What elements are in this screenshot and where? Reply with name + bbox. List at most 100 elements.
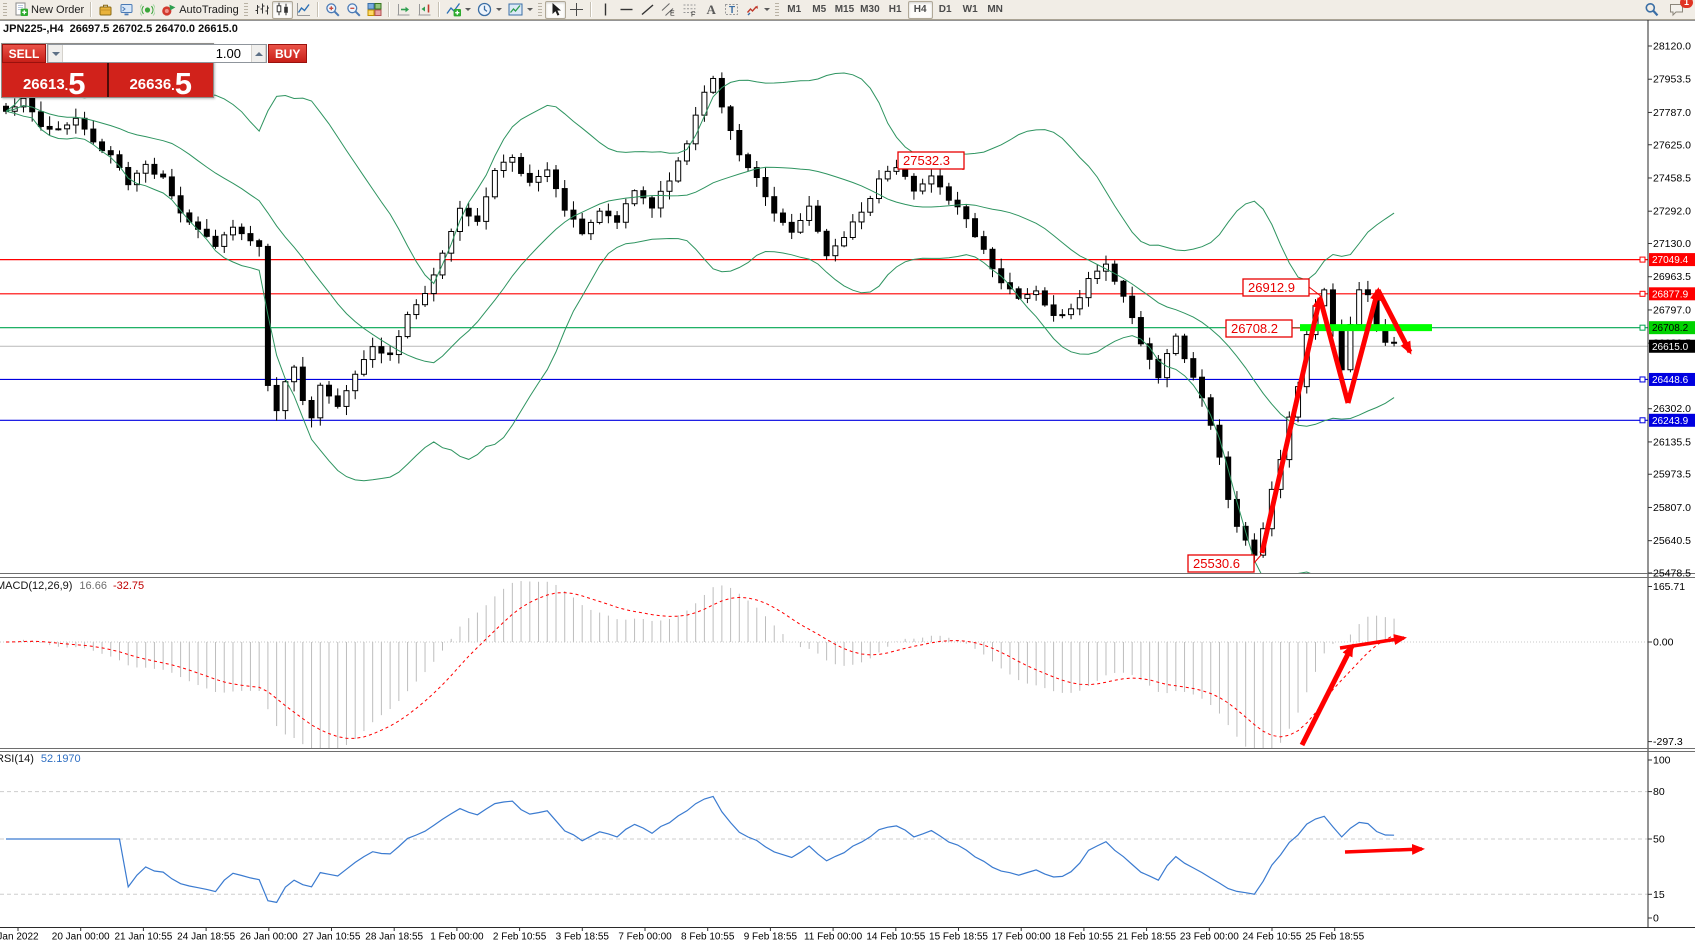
candle bbox=[37, 111, 44, 127]
zoom-in-button[interactable] bbox=[322, 1, 343, 19]
trend-arrow[interactable] bbox=[1345, 287, 1381, 404]
new-order-button-label: New Order bbox=[31, 3, 85, 16]
price-badge-label: 26708.2 bbox=[1652, 323, 1689, 334]
bar-chart-button[interactable] bbox=[251, 1, 272, 19]
timeframe-m5-button[interactable]: M5 bbox=[807, 1, 832, 19]
trend-arrow[interactable] bbox=[1375, 288, 1413, 355]
price-tick-label: 27458.5 bbox=[1653, 172, 1691, 184]
horizontal-line-button[interactable] bbox=[616, 1, 637, 19]
candle bbox=[544, 169, 551, 177]
callout-box bbox=[1225, 319, 1293, 338]
autotrading-button[interactable]: AutoTrading bbox=[158, 1, 242, 19]
rsi-indicator-label: RSI(14) 52.1970 bbox=[0, 753, 81, 765]
arrows-button[interactable] bbox=[742, 1, 773, 19]
price-tick-label: 28120.0 bbox=[1653, 41, 1691, 53]
trend-arrow[interactable] bbox=[1259, 295, 1324, 554]
buy-button[interactable]: BUY bbox=[268, 44, 308, 63]
candle bbox=[771, 196, 778, 214]
timeframe-h1-button[interactable]: H1 bbox=[883, 1, 908, 19]
chart-shift-button[interactable] bbox=[414, 1, 435, 19]
price-callout[interactable]: 26912.9 bbox=[1242, 278, 1323, 298]
candle bbox=[64, 124, 71, 130]
candle bbox=[1364, 289, 1371, 296]
indicators-button[interactable] bbox=[443, 1, 474, 19]
candle bbox=[1050, 304, 1057, 316]
timeframe-w1-button[interactable]: W1 bbox=[958, 1, 983, 19]
candlestick-button[interactable] bbox=[271, 0, 293, 19]
rsi-tick-label: 50 bbox=[1653, 834, 1665, 846]
line-handle[interactable] bbox=[1639, 376, 1646, 383]
equidistant-channel-button[interactable]: E bbox=[658, 1, 679, 19]
volume-decrease-button[interactable] bbox=[48, 45, 63, 62]
remote-terminal-button[interactable] bbox=[116, 1, 137, 19]
price-callout[interactable]: 26708.2 bbox=[1225, 319, 1300, 338]
candle bbox=[308, 399, 315, 419]
trend-arrow[interactable] bbox=[1299, 643, 1355, 747]
trendline-button[interactable] bbox=[637, 1, 658, 19]
volume-input[interactable] bbox=[63, 45, 251, 62]
line-handle[interactable] bbox=[1639, 324, 1646, 331]
line-handle[interactable] bbox=[1639, 290, 1646, 297]
timeframe-mn-button[interactable]: MN bbox=[983, 1, 1008, 19]
price-badge bbox=[1649, 413, 1695, 427]
timeframe-d1-button[interactable]: D1 bbox=[933, 1, 958, 19]
timeframe-m30-button[interactable]: M30 bbox=[857, 1, 882, 19]
toolbar-separator bbox=[589, 2, 592, 17]
one-click-prices: 26613. 5 26636. 5 bbox=[2, 63, 213, 99]
candle bbox=[1251, 539, 1258, 556]
fibonacci-button[interactable]: F bbox=[679, 1, 700, 19]
candle bbox=[1120, 280, 1127, 297]
line-handle[interactable] bbox=[1639, 417, 1646, 424]
candle bbox=[1172, 335, 1179, 355]
buy-price: 26636. 5 bbox=[108, 63, 213, 99]
tile-windows-button[interactable] bbox=[364, 1, 385, 19]
periods-button[interactable] bbox=[474, 1, 505, 19]
price-badge bbox=[1649, 372, 1695, 386]
crosshair-button[interactable] bbox=[566, 1, 587, 19]
toolbar-right: 1 bbox=[1641, 0, 1695, 19]
vertical-line-button[interactable] bbox=[595, 1, 616, 19]
volume-increase-button[interactable] bbox=[251, 45, 266, 62]
toolbar-grip bbox=[774, 2, 779, 17]
cursor-button[interactable] bbox=[544, 0, 566, 19]
search-button[interactable] bbox=[1641, 1, 1662, 19]
templates-button[interactable] bbox=[505, 1, 536, 19]
candle bbox=[640, 190, 647, 199]
candle bbox=[1041, 290, 1048, 306]
callout-pointer bbox=[1308, 286, 1323, 298]
timeframe-m1-button[interactable]: M1 bbox=[782, 1, 807, 19]
candle bbox=[1129, 295, 1136, 319]
candle bbox=[177, 195, 184, 214]
sell-button[interactable]: SELL bbox=[2, 44, 46, 63]
bar-chart-icon bbox=[255, 3, 269, 15]
timeframe-m15-button[interactable]: M15 bbox=[832, 1, 857, 19]
price-callout[interactable]: 27532.3 bbox=[897, 151, 965, 171]
time-tick-label: 26 Jan 00:00 bbox=[240, 932, 298, 940]
time-tick-label: 11 Feb 00:00 bbox=[804, 932, 863, 940]
auto-scroll-button[interactable] bbox=[393, 1, 414, 19]
candle bbox=[937, 175, 944, 188]
trend-arrow[interactable] bbox=[1339, 634, 1407, 650]
trend-arrow[interactable] bbox=[1344, 843, 1425, 855]
zoom-out-button[interactable] bbox=[343, 1, 364, 19]
text-button[interactable]: A bbox=[700, 1, 721, 19]
candle bbox=[518, 156, 525, 174]
candle bbox=[1391, 341, 1398, 344]
trend-arrow[interactable] bbox=[1317, 297, 1351, 404]
rsi-tick-label: 80 bbox=[1653, 786, 1665, 798]
toolbox-button[interactable] bbox=[95, 1, 116, 19]
price-tick-label: 26135.5 bbox=[1653, 436, 1691, 448]
text-label-button[interactable]: T bbox=[721, 1, 742, 19]
time-tick-label: 2 Feb 10:55 bbox=[493, 932, 547, 940]
price-callout[interactable]: 25530.6 bbox=[1187, 553, 1263, 573]
line-handle[interactable] bbox=[1639, 256, 1646, 263]
toolbar-separator bbox=[437, 2, 440, 17]
timeframe-h4-button[interactable]: H4 bbox=[907, 0, 933, 19]
new-order-button[interactable]: New Order bbox=[10, 1, 87, 19]
signals-button[interactable] bbox=[137, 1, 158, 19]
candle bbox=[133, 172, 140, 186]
candle bbox=[90, 128, 97, 143]
line-chart-button[interactable] bbox=[293, 1, 314, 19]
candle bbox=[622, 203, 629, 223]
